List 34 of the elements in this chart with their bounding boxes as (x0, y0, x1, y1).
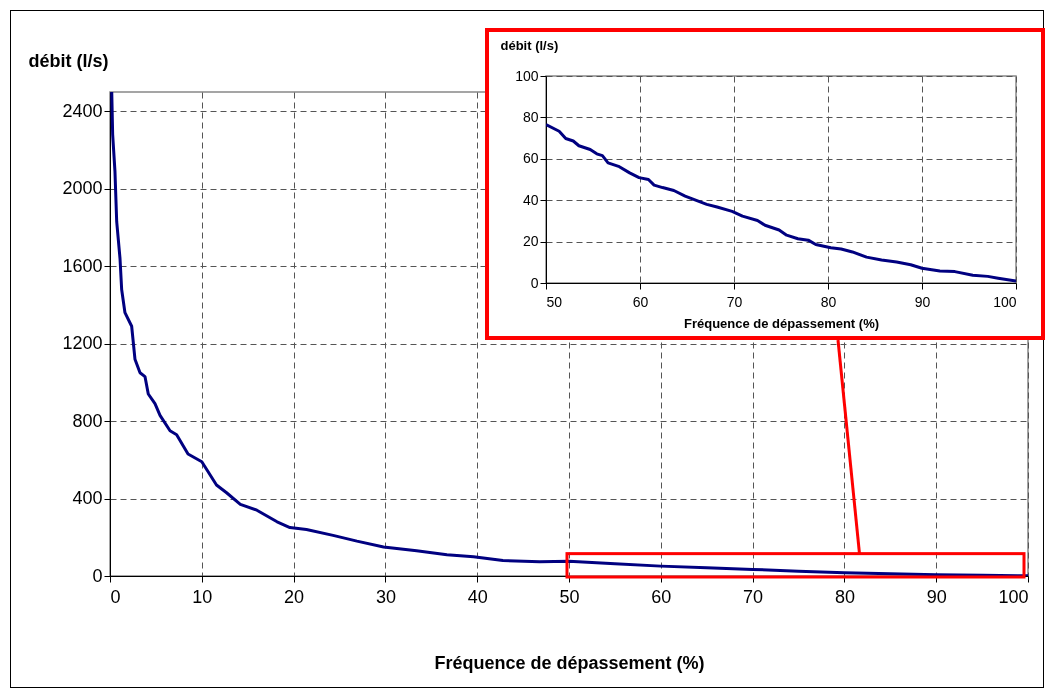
y-tick-label: 2400 (62, 100, 103, 121)
x-tick-label: 60 (632, 293, 649, 310)
x-tick-label: 30 (375, 586, 396, 607)
y-tick-label: 0 (530, 274, 539, 291)
y-tick-label: 1600 (62, 255, 103, 276)
x-tick-label: 80 (820, 293, 837, 310)
x-tick-label: 100 (993, 293, 1017, 310)
x-tick-label: 40 (467, 586, 488, 607)
y-axis-title: débit (l/s) (28, 50, 109, 71)
x-axis-title: Fréquence de dépassement (%) (434, 652, 705, 673)
y-tick-label: 400 (72, 488, 103, 509)
x-tick-label: 50 (559, 586, 580, 607)
y-tick-label: 60 (522, 150, 539, 167)
y-axis-title: débit (l/s) (500, 37, 559, 53)
x-tick-label: 70 (743, 586, 764, 607)
y-tick-label: 80 (522, 108, 539, 125)
x-tick-label: 0 (110, 586, 121, 607)
x-tick-label: 60 (651, 586, 672, 607)
x-axis-title: Fréquence de dépassement (%) (683, 315, 880, 331)
x-tick-label: 70 (726, 293, 743, 310)
x-tick-label: 90 (914, 293, 931, 310)
x-tick-label: 90 (926, 586, 947, 607)
x-tick-label: 100 (998, 586, 1029, 607)
x-tick-label: 20 (284, 586, 305, 607)
y-tick-label: 0 (92, 565, 103, 586)
y-tick-label: 2000 (62, 178, 103, 199)
y-tick-label: 40 (522, 191, 539, 208)
y-tick-label: 1200 (62, 333, 103, 354)
x-tick-label: 10 (192, 586, 213, 607)
y-tick-label: 100 (515, 67, 539, 84)
x-tick-label: 50 (546, 293, 563, 310)
x-tick-label: 80 (834, 586, 855, 607)
y-tick-label: 20 (522, 233, 539, 250)
y-tick-label: 800 (72, 410, 103, 431)
